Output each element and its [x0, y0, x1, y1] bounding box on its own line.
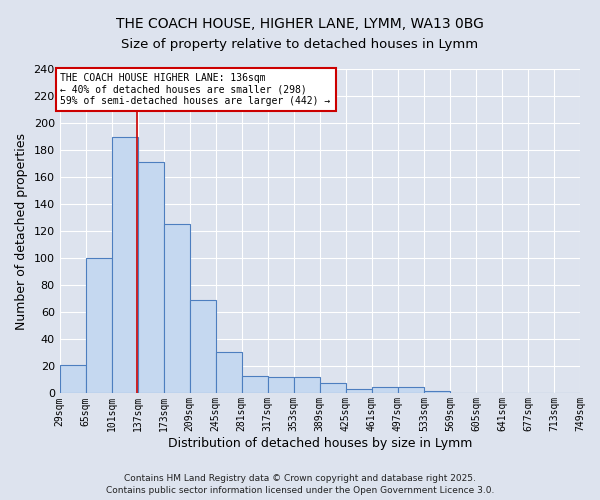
Bar	[372, 386, 398, 394]
Text: THE COACH HOUSE, HIGHER LANE, LYMM, WA13 0BG: THE COACH HOUSE, HIGHER LANE, LYMM, WA13…	[116, 18, 484, 32]
Bar	[424, 390, 450, 394]
Text: THE COACH HOUSE HIGHER LANE: 136sqm
← 40% of detached houses are smaller (298)
5: THE COACH HOUSE HIGHER LANE: 136sqm ← 40…	[61, 73, 331, 106]
Text: Contains HM Land Registry data © Crown copyright and database right 2025.
Contai: Contains HM Land Registry data © Crown c…	[106, 474, 494, 495]
Bar	[190, 300, 215, 394]
Bar	[242, 376, 268, 394]
X-axis label: Distribution of detached houses by size in Lymm: Distribution of detached houses by size …	[167, 437, 472, 450]
Bar	[60, 365, 86, 394]
Bar	[320, 382, 346, 394]
Y-axis label: Number of detached properties: Number of detached properties	[15, 132, 28, 330]
Bar	[398, 386, 424, 394]
Bar	[86, 258, 112, 394]
Bar	[346, 390, 371, 394]
Bar	[268, 377, 293, 394]
Bar	[216, 352, 242, 394]
Bar	[294, 377, 320, 394]
Bar	[164, 224, 190, 394]
Text: Size of property relative to detached houses in Lymm: Size of property relative to detached ho…	[121, 38, 479, 51]
Bar	[112, 136, 137, 394]
Bar	[138, 162, 164, 394]
